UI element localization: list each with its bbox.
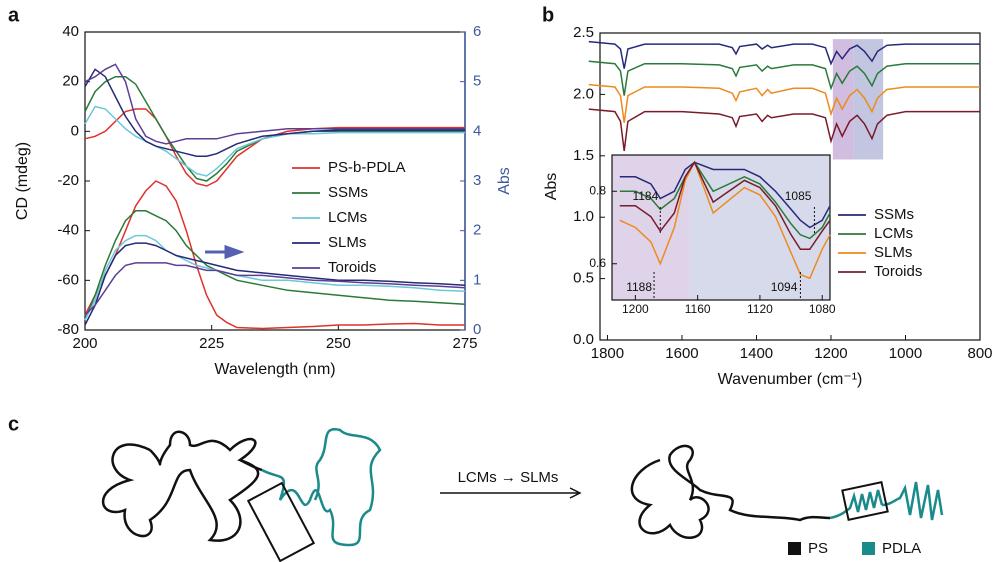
series-line [84, 108, 465, 187]
series-line [84, 210, 466, 321]
y2-tick-label: 6 [473, 23, 481, 40]
y-tick-label: 0.5 [573, 270, 594, 287]
y-tick-label: 2.5 [573, 24, 594, 41]
y-tick-label: -60 [57, 271, 79, 288]
x-tick-label: 800 [967, 345, 992, 362]
y-tick-label: -80 [57, 321, 79, 338]
legend-swatch [862, 542, 875, 555]
y2-axis-title: Abs [496, 167, 513, 195]
y-tick-label: 1.5 [573, 147, 594, 164]
legend-label: LCMs [874, 225, 913, 242]
y-tick-label: 40 [62, 23, 79, 40]
series-line [619, 160, 831, 280]
series-line [588, 40, 980, 69]
x-tick-label: 225 [199, 335, 224, 352]
series-line [588, 83, 980, 123]
legend-label: Toroids [874, 263, 922, 280]
arrow-label: LCMs → SLMs [458, 469, 559, 486]
panel-label: a [8, 4, 20, 26]
shaded-region [832, 39, 854, 160]
x-tick-label: 1600 [665, 345, 698, 362]
y-tick-label: 2.0 [573, 85, 594, 102]
y-tick-label: -20 [57, 172, 79, 189]
x-axis-title: Wavelength (nm) [214, 361, 335, 378]
x-tick-label: 1200 [622, 302, 649, 316]
x-tick-label: 1000 [889, 345, 922, 362]
x-tick-label: 1200 [814, 345, 847, 362]
plot-frame [611, 154, 831, 301]
series-line [84, 242, 466, 326]
legend-label: PS [808, 540, 828, 557]
series-line [588, 60, 980, 96]
y-tick-label: 0 [71, 122, 79, 139]
x-tick-label: 250 [326, 335, 351, 352]
y-axis-title: CD (mdeg) [14, 142, 31, 220]
legend-label: SLMs [874, 244, 912, 261]
legend-label: SLMs [328, 234, 366, 251]
x-axis-title: Wavenumber (cm⁻¹) [718, 371, 863, 388]
series-line [84, 75, 465, 182]
x-tick-label: 1080 [809, 302, 836, 316]
series-line [84, 262, 466, 316]
axis-arrow [205, 244, 245, 260]
legend-label: PDLA [882, 540, 921, 557]
plot-frame [599, 32, 981, 341]
x-tick-label: 1800 [591, 345, 624, 362]
legend-label: LCMs [328, 209, 367, 226]
panel-label: b [542, 4, 554, 26]
y2-tick-label: 5 [473, 73, 481, 90]
legend-label: Toroids [328, 259, 376, 276]
charts: 200 225 250 275 -80 -60 -40 -20 0 20 40 0 1 2 3 4 5 6 Wave… [14, 23, 992, 388]
marker-label: 1085 [785, 189, 812, 203]
legend-label: SSMs [874, 206, 914, 223]
legend-swatch [788, 542, 801, 555]
x-tick-label: 1160 [685, 302, 711, 316]
x-tick-label: 200 [72, 335, 97, 352]
diagram [101, 427, 944, 562]
legend-label: SSMs [328, 184, 368, 201]
series-line [619, 160, 831, 240]
y-axis-title: Abs [543, 173, 560, 201]
marker-label: 1184 [632, 189, 658, 203]
series-line [619, 160, 831, 251]
series-line [84, 105, 465, 177]
y-tick-label: 1.0 [573, 208, 594, 225]
shaded-region [612, 155, 690, 300]
series-line [84, 68, 465, 157]
y-tick-label: 0.8 [589, 183, 606, 197]
y2-tick-label: 3 [473, 172, 481, 189]
series-line [84, 63, 465, 145]
y-tick-label: -40 [57, 222, 79, 239]
panel-label: c [8, 413, 19, 435]
y2-tick-label: 4 [473, 122, 481, 139]
y-tick-label: 20 [62, 73, 79, 90]
y-tick-label: 0.6 [589, 256, 606, 270]
series-line [84, 234, 466, 321]
y-tick-label: 0.0 [573, 331, 594, 348]
series-line [588, 108, 980, 151]
y2-tick-label: 2 [473, 222, 481, 239]
shaded-region [853, 39, 884, 160]
x-tick-label: 1400 [740, 345, 773, 362]
x-tick-label: 275 [452, 335, 477, 352]
marker-label: 1188 [626, 280, 652, 294]
marker-label: 1094 [771, 280, 798, 294]
legend-label: PS-b-PDLA [328, 159, 406, 176]
y2-tick-label: 0 [473, 321, 481, 338]
series-line [619, 161, 831, 229]
x-tick-label: 1120 [747, 302, 773, 316]
shaded-region [689, 155, 830, 300]
series-line [84, 180, 465, 330]
y2-tick-label: 1 [473, 271, 481, 288]
